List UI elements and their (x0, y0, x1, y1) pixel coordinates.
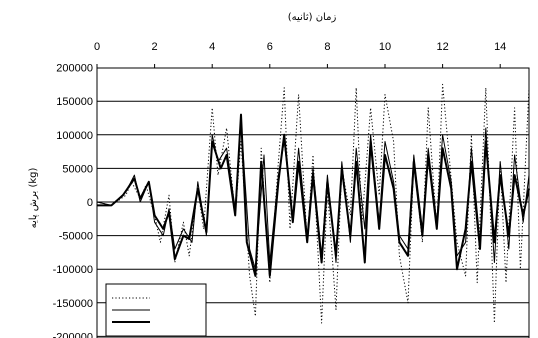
x-axis-title: زمان (ثانیه) (288, 12, 337, 23)
y-tick-labels: 200000 150000 100000 50000 0 -50000 -100000 -15… (53, 63, 93, 338)
legend (105, 283, 207, 337)
y-tick-label-6: -100000 (53, 264, 93, 276)
x-tick-label-4: 8 (324, 41, 330, 53)
x-tick-label-0: 0 (94, 41, 100, 53)
plot-area-border (96, 67, 530, 338)
x-tick-label-5: 10 (379, 41, 391, 53)
y-tick-label-3: 50000 (62, 163, 93, 175)
series-layer (96, 83, 530, 324)
y-tick-label-1: 150000 (56, 96, 93, 108)
y-tick-label-2: 100000 (56, 130, 93, 142)
y-axis-title: برش پایه (kg) (28, 168, 39, 229)
y-tick-label-4: 0 (87, 197, 93, 209)
x-tick-label-7: 14 (494, 41, 506, 53)
x-tick-labels: 0 2 4 6 8 10 12 14 (94, 41, 506, 68)
x-tick-label-6: 12 (436, 41, 448, 53)
y-tick-label-7: -150000 (53, 298, 93, 310)
y-tick-label-0: 200000 (56, 63, 93, 75)
y-tick-label-5: -50000 (59, 231, 93, 243)
x-tick-label-2: 4 (209, 41, 215, 53)
x-tick-label-1: 2 (152, 41, 158, 53)
series-line-2 (97, 113, 530, 277)
x-tick-label-3: 6 (267, 41, 273, 53)
y-tick-label-8: -200000 (53, 331, 93, 338)
series-line-1 (96, 120, 530, 270)
